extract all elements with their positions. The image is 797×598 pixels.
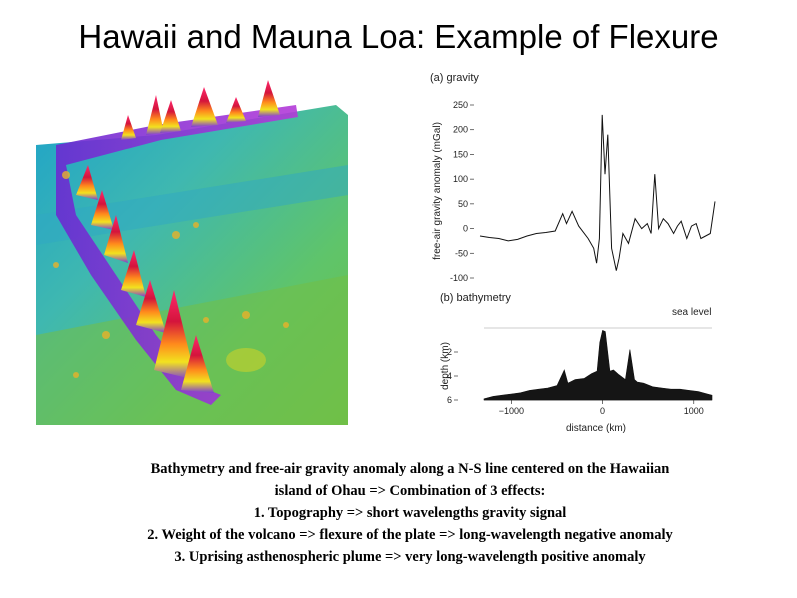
- slide-title: Hawaii and Mauna Loa: Example of Flexure: [78, 18, 719, 55]
- panel-b-label: (b) bathymetry: [440, 292, 511, 304]
- gravity-ytick-label: 50: [458, 199, 468, 209]
- gravity-ytick-label: 250: [453, 100, 468, 110]
- sea-level-label: sea level: [672, 307, 712, 318]
- hawaii-terrain-image: [36, 80, 348, 425]
- caption: Bathymetry and free-air gravity anomaly …: [40, 458, 780, 568]
- bathymetry-xlabel: distance (km): [566, 423, 626, 434]
- bathymetry-xtick-label: −1000: [499, 406, 524, 416]
- caption-line-1: Bathymetry and free-air gravity anomaly …: [150, 461, 670, 477]
- bathymetry-xtick-label: 1000: [684, 406, 704, 416]
- gravity-ytick-label: 0: [463, 224, 468, 234]
- gravity-ytick-label: 100: [453, 174, 468, 184]
- bathymetry-chart: depth (km) 2 4 6 −1000 0 1000 distance (km): [440, 327, 713, 434]
- caption-line-2: island of Ohau => Combination of 3 effec…: [274, 483, 546, 499]
- panel-a-label: (a) gravity: [430, 72, 479, 84]
- bathymetry-xtick-label: 0: [600, 406, 605, 416]
- bathymetry-ytick-label: 4: [447, 371, 452, 381]
- gravity-ytick-label: -100: [450, 273, 468, 283]
- gravity-ylabel: free-air gravity anomaly (mGal): [432, 122, 443, 260]
- bathymetry-ytick-label: 6: [447, 395, 452, 405]
- gravity-series-line: [479, 114, 716, 271]
- caption-line-3: 1. Topography => short wavelengths gravi…: [253, 505, 567, 521]
- gravity-ytick-label: 200: [453, 125, 468, 135]
- bathymetry-ylabel: depth (km): [440, 342, 451, 390]
- gravity-ytick-label: 150: [453, 149, 468, 159]
- bathymetry-series-area: [483, 329, 713, 401]
- bathymetry-ytick-label: 2: [447, 347, 452, 357]
- gravity-ytick-label: -50: [455, 248, 468, 258]
- caption-line-4: 2. Weight of the volcano => flexure of t…: [147, 527, 673, 543]
- caption-line-5: 3. Uprising asthenospheric plume => very…: [174, 549, 646, 565]
- gravity-chart: free-air gravity anomaly (mGal) 250 200 15…: [432, 100, 716, 283]
